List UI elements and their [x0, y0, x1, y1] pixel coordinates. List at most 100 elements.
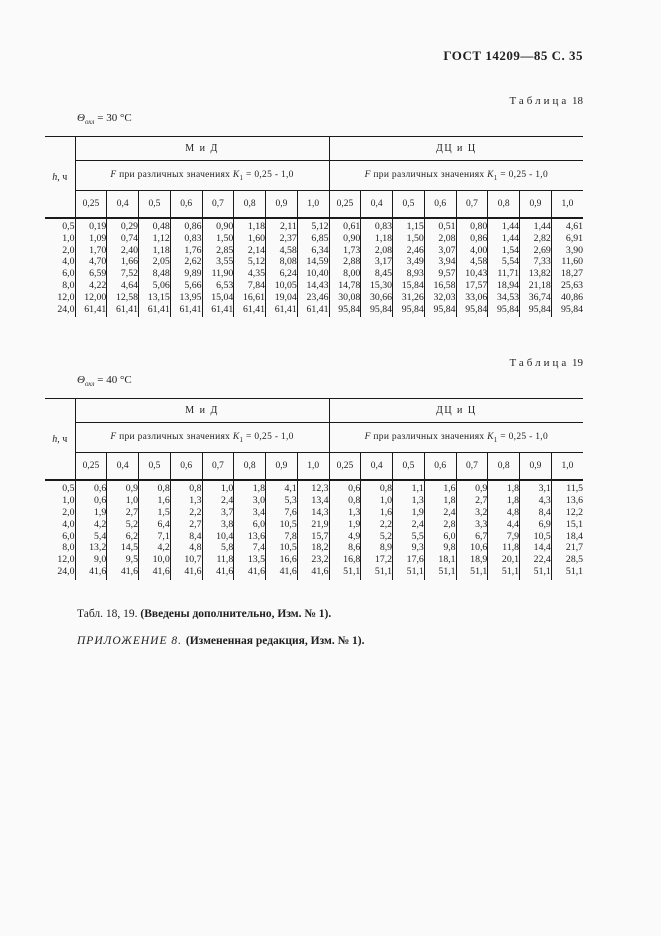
table-cell: 5,66 — [169, 279, 202, 292]
group-header-dcc: ДЦ и Ц — [328, 398, 584, 424]
table-cell: 61,41 — [74, 303, 107, 318]
table-row: 1,0 1,09 0,74 1,12 0,83 1,50 1,60 2,37 6,85 0,90 1… — [45, 232, 584, 245]
row-hours-cell: 4,0 — [45, 518, 76, 531]
table-cell: 3,49 — [392, 256, 425, 269]
table-cell: 1,50 — [201, 232, 234, 245]
k1-column-header: 0,4 — [106, 190, 139, 219]
table-cell: 0,83 — [360, 218, 393, 233]
table-cell: 18,1 — [423, 554, 457, 566]
footnote-prefix: Табл. 18, 19. — [77, 607, 141, 620]
table-cell: 6,59 — [74, 268, 107, 280]
table-cell: 1,66 — [106, 256, 139, 269]
table-cell: 5,4 — [74, 530, 107, 543]
table-cell: 13,4 — [296, 495, 330, 507]
table-cell: 61,41 — [106, 303, 139, 318]
table-cell: 12,00 — [74, 291, 107, 304]
table-cell: 7,1 — [138, 530, 171, 543]
table-cell: 6,4 — [138, 518, 171, 531]
k1-column-header: 0,7 — [455, 190, 488, 219]
table-cell: 5,12 — [233, 256, 266, 269]
table-cell: 2,37 — [265, 232, 298, 245]
table-cell: 2,69 — [519, 244, 552, 257]
table-cell: 14,43 — [296, 279, 330, 292]
table-cell: 2,8 — [423, 518, 457, 531]
table-cell: 16,61 — [233, 291, 266, 304]
table-cell: 19,04 — [265, 291, 298, 304]
table-cell: 8,45 — [360, 268, 393, 280]
footnote-bold-text: (Введены дополнительно, Изм. № 1). — [140, 607, 332, 620]
table-cell: 1,18 — [138, 244, 171, 257]
table-cell: 16,6 — [265, 554, 298, 566]
f-header-row: F при различных значениях K1 = 0,25 - 1,… — [45, 422, 584, 454]
row-hours-cell: 2,0 — [45, 244, 76, 257]
table-cell: 41,6 — [106, 565, 139, 580]
table-cell: 2,88 — [328, 256, 361, 269]
table-cell: 2,08 — [423, 232, 457, 245]
table-cell: 13,5 — [233, 554, 266, 566]
table-cell: 4,8 — [169, 542, 202, 555]
table-row: 2,0 1,70 2,40 1,18 1,76 2,85 2,14 4,58 6,34 1,73 2… — [45, 244, 584, 257]
f-values-header-left: F при различных значениях K1 = 0,25 - 1,… — [75, 160, 330, 191]
table-cell: 3,0 — [233, 495, 266, 507]
table-row: 12,0 9,0 9,5 10,0 10,7 11,8 13,5 16,6 23,2 16,8 17… — [45, 554, 584, 566]
table-cell: 36,74 — [519, 291, 552, 304]
table-cell: 1,0 — [201, 480, 234, 496]
k1-column-header: 0,9 — [519, 452, 552, 482]
table-cell: 5,12 — [296, 218, 330, 233]
k1-column-header: 0,9 — [519, 190, 552, 219]
table-cell: 13,15 — [138, 291, 171, 304]
table-cell: 41,6 — [74, 565, 107, 580]
table-cell: 15,7 — [296, 530, 330, 543]
table-cell: 7,8 — [265, 530, 298, 543]
table-cell: 18,27 — [550, 268, 584, 280]
table-cell: 21,7 — [550, 542, 584, 555]
row-hours-cell: 8,0 — [45, 279, 76, 292]
k1-column-header: 0,5 — [392, 190, 425, 219]
table-cell: 0,51 — [423, 218, 457, 233]
table-cell: 1,6 — [138, 495, 171, 507]
table-cell: 41,6 — [296, 565, 330, 580]
table-cell: 13,82 — [519, 268, 552, 280]
k1-column-header: 0,25 — [74, 452, 107, 482]
table-cell: 51,1 — [423, 565, 457, 580]
table-cell: 13,95 — [169, 291, 202, 304]
table-19-body: 0,5 0,6 0,9 0,8 0,8 1,0 1,8 4,1 12,3 0,6 0,8 1,1 1,6… — [45, 480, 584, 580]
table-cell: 6,53 — [201, 279, 234, 292]
theta-subscript: охл — [84, 118, 95, 127]
table-cell: 4,58 — [265, 244, 298, 257]
k1-column-header: 0,9 — [265, 452, 298, 482]
table-cell: 11,8 — [487, 542, 520, 555]
k1-column-header: 0,7 — [201, 190, 234, 219]
table-cell: 51,1 — [360, 565, 393, 580]
footnote-tables-added: Табл. 18, 19. (Введены дополнительно, Из… — [77, 608, 583, 620]
table-cell: 1,8 — [487, 495, 520, 507]
table-cell: 95,84 — [392, 303, 425, 318]
table-cell: 4,64 — [106, 279, 139, 292]
cooling-temp-condition-30: Θохл = 30 °С — [77, 112, 583, 126]
table-cell: 51,1 — [550, 565, 584, 580]
table-row: 4,0 4,2 5,2 6,4 2,7 3,8 6,0 10,5 21,9 1,9 2,2 2,4 2,… — [45, 518, 584, 531]
table-cell: 2,40 — [106, 244, 139, 257]
row-hours-cell: 0,5 — [45, 480, 76, 496]
footnote-prefix: ПРИЛОЖЕНИЕ 8. — [77, 634, 186, 647]
table-cell: 5,2 — [360, 530, 393, 543]
table-cell: 0,74 — [106, 232, 139, 245]
table-cell: 5,2 — [106, 518, 139, 531]
table-cell: 5,54 — [487, 256, 520, 269]
row-hours-cell: 6,0 — [45, 268, 76, 280]
table-cell: 3,2 — [455, 506, 488, 519]
table-cell: 21,18 — [519, 279, 552, 292]
theta-symbol: Θ — [77, 112, 85, 124]
group-header-row: h, ч М и Д ДЦ и Ц — [45, 398, 584, 482]
k1-column-header: 1,0 — [296, 452, 330, 482]
caption-number: 19 — [572, 357, 583, 370]
table-cell: 1,70 — [74, 244, 107, 257]
k1-column-header: 1,0 — [550, 452, 584, 482]
table-cell: 10,5 — [519, 530, 552, 543]
hours-column-header: h, ч — [45, 398, 76, 482]
table-cell: 2,2 — [360, 518, 393, 531]
k1-column-header: 0,8 — [487, 190, 520, 219]
table-cell: 0,90 — [201, 218, 234, 233]
table-cell: 51,1 — [328, 565, 361, 580]
